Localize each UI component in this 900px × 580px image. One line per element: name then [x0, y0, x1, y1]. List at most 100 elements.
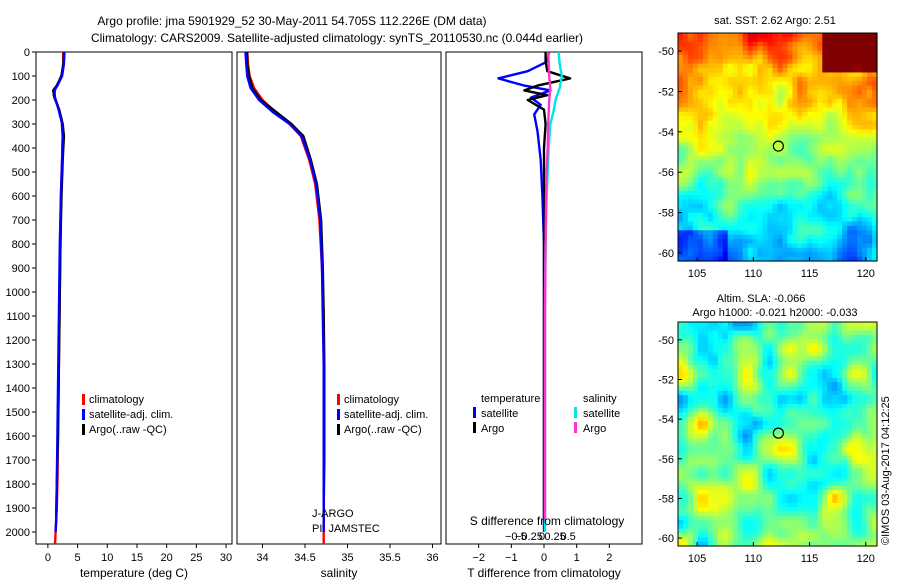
map-cell	[757, 41, 764, 47]
map-cell	[842, 408, 848, 414]
map-cell	[682, 98, 689, 104]
map-cell	[687, 129, 694, 135]
map-cell	[787, 234, 794, 240]
map-cell	[802, 524, 808, 530]
map-cell	[807, 164, 813, 170]
map-cell	[837, 360, 843, 366]
map-cell	[832, 356, 838, 362]
map-cell	[832, 138, 838, 144]
map-cell	[827, 33, 833, 38]
map-cell	[747, 41, 754, 47]
map-cell	[857, 120, 863, 126]
map-cell	[852, 81, 858, 87]
map-cell	[787, 360, 794, 366]
map-cell	[787, 217, 794, 223]
map-cell	[727, 537, 734, 543]
map-cell	[822, 533, 828, 538]
map-cell	[837, 90, 843, 95]
map-cell	[712, 81, 719, 87]
map-cell	[717, 247, 724, 253]
map-cell	[872, 63, 878, 69]
map-cell	[717, 195, 724, 201]
map-cell	[827, 408, 833, 414]
map-cell	[742, 33, 749, 38]
map-cell	[852, 142, 858, 148]
sla-map-title-line-2: Argo h1000: -0.021 h2000: -0.033	[692, 307, 857, 319]
map-cell	[852, 507, 858, 513]
map-cell	[732, 177, 739, 183]
map-cell	[678, 256, 684, 262]
map-cell	[802, 498, 808, 504]
map-cell	[842, 399, 848, 405]
map-cell	[772, 429, 779, 435]
map-cell	[752, 520, 759, 526]
map-cell	[837, 434, 843, 439]
map-cell	[782, 451, 789, 457]
map-cell	[772, 230, 779, 236]
map-cell	[827, 502, 833, 508]
map-cell	[678, 94, 684, 100]
map-cell	[792, 356, 798, 362]
map-cell	[732, 399, 739, 405]
map-cell	[762, 103, 769, 109]
map-cell	[807, 252, 813, 258]
map-cell	[827, 507, 833, 513]
map-cell	[822, 182, 828, 188]
map-cell	[732, 541, 739, 547]
map-cell	[837, 369, 843, 375]
map-cell	[822, 85, 828, 91]
map-cell	[837, 116, 843, 122]
map-cell	[837, 511, 843, 517]
map-cell	[852, 217, 858, 223]
map-cell	[812, 225, 818, 231]
map-cell	[787, 133, 794, 139]
map-cell	[757, 507, 764, 513]
map-cell	[682, 168, 689, 174]
map-cell	[727, 481, 734, 487]
map-cell	[712, 322, 719, 327]
map-cell	[857, 442, 863, 448]
map-cell	[767, 221, 774, 227]
map-cell	[707, 116, 714, 122]
map-cell	[702, 533, 709, 538]
map-cell	[697, 524, 704, 530]
map-cell	[782, 446, 789, 452]
map-cell	[757, 390, 764, 396]
map-cell	[697, 72, 704, 78]
map-cell	[687, 334, 694, 340]
map-cell	[678, 186, 684, 192]
map-cell	[857, 382, 863, 388]
map-cell	[692, 37, 699, 43]
map-cell	[847, 151, 853, 157]
map-cell	[687, 451, 694, 457]
map-cell	[807, 520, 813, 526]
map-cell	[832, 204, 838, 209]
map-cell	[722, 256, 729, 262]
map-cell	[817, 498, 823, 504]
map-cell	[692, 111, 699, 117]
map-cell	[747, 68, 754, 74]
map-cell	[747, 438, 754, 444]
map-cell	[862, 438, 868, 444]
map-cell	[757, 160, 764, 166]
map-cell	[722, 59, 729, 65]
map-cell	[747, 322, 754, 327]
map-cell	[782, 369, 789, 375]
map-cell	[812, 133, 818, 139]
map-cell	[722, 378, 729, 383]
map-cell	[817, 204, 823, 209]
map-cell	[732, 234, 739, 240]
map-cell	[777, 360, 784, 366]
map-cell	[682, 481, 689, 487]
map-cell	[872, 168, 878, 174]
map-cell	[678, 90, 684, 95]
map-cell	[872, 373, 878, 379]
map-cell	[678, 455, 684, 461]
map-cell	[797, 425, 803, 431]
map-cell	[752, 498, 759, 504]
map-cell	[797, 343, 803, 349]
map-cell	[757, 490, 764, 495]
map-cell	[727, 352, 734, 358]
map-cell	[707, 81, 714, 87]
map-cell	[682, 59, 689, 65]
